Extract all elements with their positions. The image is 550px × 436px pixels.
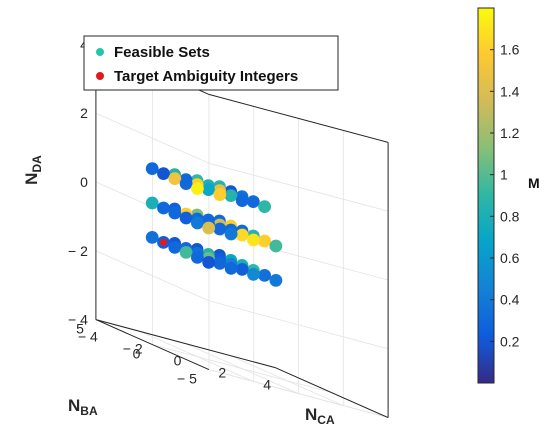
colorbar-ticks: 0.2 0.4 0.6 0.8 1 1.2 1.4 1.6 [490,42,520,349]
feasible-point [224,189,238,203]
y-tick-label: 0 [133,346,141,362]
feasible-point [247,233,260,247]
feasible-point [202,221,216,235]
feasible-point [269,274,283,287]
feasible-point [191,251,204,264]
feasible-point [191,216,204,230]
frame-edge [208,93,389,143]
x-axis-label-sub: CA [317,413,335,427]
feasible-point [145,196,159,210]
frame-edge [274,367,389,419]
legend-box [83,35,339,91]
feasible-point [213,222,227,236]
x-tick-label: 4 [263,377,271,393]
x-tick-label: 0 [174,353,182,369]
feasible-point [258,200,271,214]
feasible-point [168,241,182,254]
feasible-point [179,211,193,225]
x-tick-label: − 4 [78,329,98,345]
z-tick-label: − 2 [68,243,88,259]
feasible-point [157,167,170,181]
feasible-point [145,231,159,244]
colorbar-tick-label: 0.4 [500,292,520,308]
feasible-point [168,206,182,220]
colorbar-tick-label: 1.6 [500,42,520,58]
colorbar-gradient [477,7,495,384]
feasible-point [258,269,271,282]
z-tick-label: 0 [80,174,88,190]
z-axis-label-sub: DA [30,155,44,173]
legend-label-feasible: Feasible Sets [114,44,210,61]
legend-label-target: Target Ambiguity Integers [114,68,298,85]
frame-edge [95,319,210,371]
data-points [145,162,283,287]
feasible-point [235,228,249,242]
feasible-point [168,172,182,186]
y-tick-label: − 5 [177,371,197,387]
colorbar-tick-label: 1 [500,167,508,183]
colorbar-tick-label: 0.8 [500,208,520,224]
x-axis-label-main: N [305,405,317,424]
z-tick-label: − 4 [68,312,88,328]
z-tick-label: 2 [80,105,88,121]
y-axis-label: NBA [68,396,98,418]
x-axis-label: NCA [305,405,335,427]
colorbar-tick-label: 0.2 [500,333,520,349]
target-point [159,238,168,246]
x-tick-label: − 2 [123,341,143,357]
feasible-point [224,262,238,275]
feasible-point [213,257,227,270]
colorbar-tick-label: 0.6 [500,250,520,266]
feasible-point [191,182,204,196]
feasible-point [269,239,283,253]
feasible-point [235,263,249,276]
feasible-point [145,162,159,176]
feasible-point [247,268,260,281]
feasible-point [157,201,170,215]
y-tick-label: 5 [76,321,84,337]
floor-grid-y [152,344,332,393]
legend-marker-target [96,72,104,80]
feasible-point [179,177,193,191]
feasible-point [202,183,215,197]
z-axis-label: NDA [22,155,44,185]
colorbar-tick-label: 1.4 [500,83,520,99]
colorbar-label: M [528,175,540,191]
feasible-point [213,188,227,202]
z-axis-label-main: N [22,173,41,185]
feasible-point [224,227,238,241]
feasible-point [179,246,193,259]
legend: Feasible Sets Target Ambiguity Integers [83,35,339,91]
y-axis-label-sub: BA [80,404,98,418]
x-tick-label: 2 [218,365,226,381]
legend-marker-feasible [96,48,104,56]
feasible-point [246,195,260,209]
feasible-point [258,234,271,248]
frame-edge [95,319,276,369]
colorbar: 0.2 0.4 0.6 0.8 1 1.2 1.4 1.6 M [477,7,540,384]
colorbar-tick-label: 1.2 [500,125,520,141]
feasible-point [202,256,216,269]
feasible-point [235,194,249,208]
y-axis-label-main: N [68,396,80,415]
